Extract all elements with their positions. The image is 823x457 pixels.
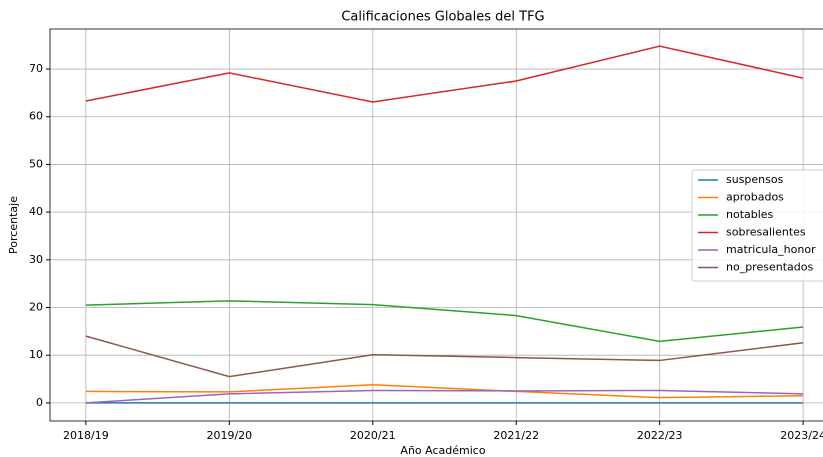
y-axis-label: Porcentaje — [7, 196, 20, 254]
series-line — [85, 384, 804, 399]
legend-label: sobresalientes — [726, 226, 806, 239]
y-tick-label: 0 — [36, 396, 43, 409]
y-tick-label: 50 — [29, 157, 43, 170]
chart-title: Calificaciones Globales del TFG — [341, 10, 544, 25]
x-tick-label: 2018/19 — [63, 429, 109, 442]
y-tick-label: 30 — [29, 253, 43, 266]
legend-box — [691, 169, 823, 282]
x-tick-label: 2019/20 — [206, 429, 252, 442]
legend-label: matricula_honor — [726, 243, 816, 256]
series-line — [85, 45, 804, 103]
legend-label: aprobados — [726, 191, 784, 204]
x-tick-label: 2021/22 — [493, 429, 539, 442]
legend-label: notables — [726, 208, 774, 221]
y-tick-label: 70 — [29, 62, 43, 75]
legend-label: no_presentados — [726, 261, 813, 274]
plot-frame — [49, 28, 823, 422]
series-line — [85, 389, 804, 404]
x-tick-label: 2020/21 — [350, 429, 396, 442]
x-axis-label: Año Académico — [400, 444, 485, 457]
y-tick-label: 20 — [29, 301, 43, 314]
y-tick-label: 60 — [29, 110, 43, 123]
x-tick-label: 2023/24 — [780, 429, 823, 442]
series-line — [85, 335, 804, 378]
x-tick-label: 2022/23 — [637, 429, 683, 442]
legend-label: suspensos — [726, 173, 784, 186]
y-tick-label: 10 — [29, 348, 43, 361]
series-line — [85, 300, 804, 343]
y-tick-label: 40 — [29, 205, 43, 218]
